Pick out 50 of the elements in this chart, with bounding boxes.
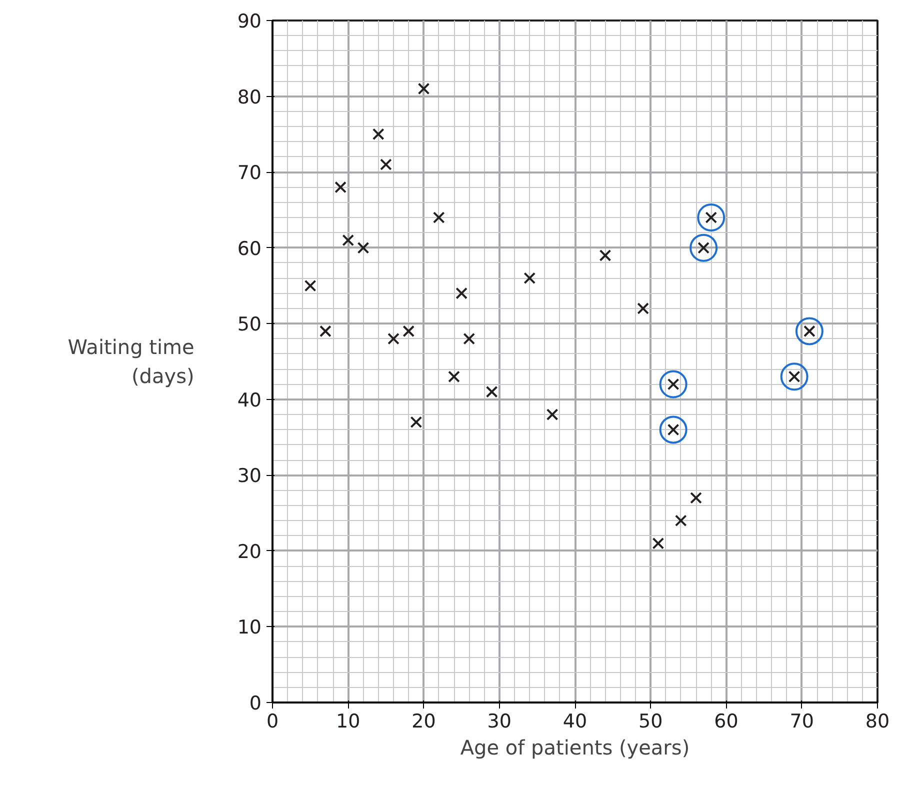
- y-tick-label: 10: [237, 616, 262, 639]
- x-tick-label: 70: [790, 710, 814, 732]
- point: [388, 332, 400, 345]
- y-tick-label: 50: [237, 314, 262, 336]
- point: [432, 212, 445, 224]
- y-tick-label: 30: [237, 465, 262, 488]
- point: [659, 370, 688, 398]
- point: [599, 249, 612, 262]
- x-tick-label: 0: [266, 710, 279, 732]
- point: [652, 537, 664, 550]
- x-tick-label: 40: [562, 710, 588, 732]
- point: [690, 234, 718, 262]
- y-tick-label: 40: [237, 389, 262, 412]
- x-tick-label: 10: [336, 710, 360, 732]
- point: [546, 408, 558, 420]
- y-tick-label: 0: [249, 692, 262, 714]
- x-tick-label: 30: [487, 710, 512, 732]
- point: [402, 325, 415, 338]
- y-tick-label: 60: [237, 238, 262, 260]
- point: [380, 158, 392, 170]
- point: [795, 317, 824, 346]
- point: [637, 302, 650, 314]
- y-tick-label: 90: [237, 10, 262, 32]
- y-tick-label: 20: [237, 540, 262, 563]
- x-tick-label: 20: [412, 710, 436, 732]
- y-tick-label: 80: [237, 86, 262, 108]
- y-tick-label: 70: [237, 162, 262, 184]
- point: [674, 514, 687, 527]
- point: [334, 181, 347, 194]
- point: [304, 280, 316, 292]
- y-axis-title: Waiting time (days): [68, 335, 194, 388]
- point: [410, 416, 422, 428]
- point: [342, 234, 354, 246]
- x-axis-title: Age of patients (years): [460, 736, 690, 760]
- point: [418, 82, 430, 95]
- point: [372, 128, 384, 140]
- x-tick-label: 60: [714, 710, 738, 732]
- x-tick-label: 50: [638, 710, 663, 732]
- point: [319, 325, 332, 338]
- point: [697, 204, 726, 232]
- point: [486, 386, 498, 398]
- point: [659, 416, 688, 444]
- point: [456, 287, 468, 300]
- point: [780, 362, 808, 391]
- point: [463, 332, 476, 345]
- point: [690, 492, 702, 504]
- point: [448, 370, 460, 383]
- point: [357, 242, 370, 254]
- x-tick-label: 80: [865, 710, 890, 732]
- point: [524, 272, 536, 284]
